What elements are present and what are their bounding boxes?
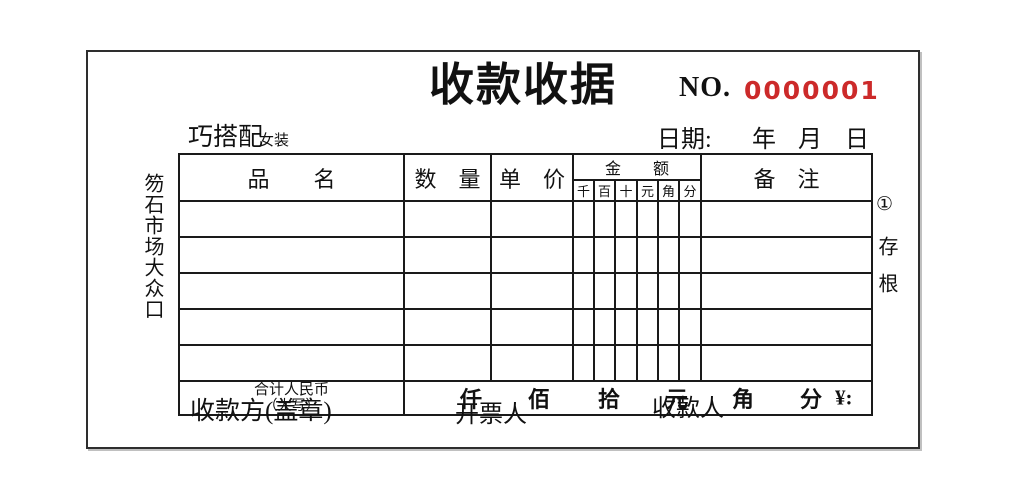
cell-amount [572,272,595,310]
cell-amount [636,308,659,346]
digit-ten: 十 [614,179,638,202]
cell-amount [593,236,616,274]
currency-symbol: ¥: [835,385,853,410]
cell-amount [593,272,616,310]
serial-no-value: 0000001 [744,76,880,105]
cell-quantity [403,272,492,310]
cell-amount [677,200,703,238]
table-row [178,308,874,346]
table-row [178,272,874,310]
digit-hundred: 百 [593,179,616,202]
header-product-name: 品 名 [178,153,405,202]
cell-amount [572,200,595,238]
payee-seal-label: 收款方(盖章) [190,398,332,425]
unit-bai: 佰 [528,387,551,412]
cell-remarks [700,200,874,238]
date-day-label: 日 [845,127,869,153]
table-row [178,344,874,382]
cell-amount [657,200,680,238]
unit-shi: 拾 [598,387,621,412]
cell-remarks [700,344,874,382]
cell-unit-price [490,236,574,274]
table-header-row: 品 名 数 量 单 价 金 额 备 注 [178,153,874,202]
cell-product-name [178,344,405,382]
unit-jiao: 角 [732,387,755,412]
table-row [178,236,874,274]
cell-amount [677,272,703,310]
cell-amount [593,344,616,382]
cell-amount [657,272,680,310]
cell-amount [572,344,595,382]
receipt-table: 品 名 数 量 单 价 金 额 备 注 千 百 十 元 角 分 [178,153,874,416]
header-quantity: 数 量 [403,153,492,202]
header-remarks: 备 注 [700,153,874,202]
cell-quantity [403,344,492,382]
cell-quantity [403,236,492,274]
cell-amount [636,272,659,310]
header-unit-price: 单 价 [490,153,574,202]
cell-unit-price [490,272,574,310]
store-name: 巧搭配 [188,124,264,151]
cell-quantity [403,308,492,346]
cell-amount [593,200,616,238]
digit-jiao: 角 [657,179,680,202]
store-subtitle: 女装 [259,133,290,149]
cell-amount [593,308,616,346]
cell-remarks [700,308,874,346]
total-rmb-label-line1: 合计人民币 [253,382,329,399]
cell-amount [636,200,659,238]
cell-amount [614,308,638,346]
cell-amount [677,344,703,382]
cell-remarks [700,272,874,310]
issuer-label: 开票人 [455,402,527,428]
digit-fen: 分 [677,179,703,202]
cell-product-name [178,236,405,274]
cell-amount [657,344,680,382]
cell-product-name [178,308,405,346]
date-year-label: 年 [752,127,776,153]
total-amount-cell: 仟 佰 拾 元 角 分 ¥: [402,380,874,416]
unit-qian: 仟 [460,387,483,412]
cell-product-name [178,200,405,238]
cell-product-name [178,272,405,310]
cell-amount [636,344,659,382]
copy-number-mark: ① [876,194,894,215]
date-label: 日期: [657,127,712,153]
cell-amount [614,344,638,382]
cell-quantity [403,200,492,238]
digit-thousand: 千 [572,179,595,202]
cell-amount [657,236,680,274]
cell-amount [614,272,638,310]
cell-amount [657,308,680,346]
serial-no-label: NO. [679,72,731,103]
market-vertical-text: 笏石市场大众口 [141,173,163,320]
unit-fen: 分 [800,387,823,412]
summary-row: 合计人民币 （大写） 仟 佰 拾 元 角 分 ¥: [178,380,874,416]
cell-unit-price [490,200,574,238]
total-rmb-label-line2: （大写） [263,398,320,414]
header-amount: 金 额 [571,153,703,181]
receiver-label: 收款人 [652,396,724,422]
total-rmb-label: 合计人民币 （大写） [178,380,405,416]
cell-amount [677,236,703,274]
cell-amount [677,308,703,346]
stub-vertical-label: 存根 [875,236,897,310]
receipt-title: 收款收据 [428,60,617,110]
amount-digit-header-row: 千 百 十 元 角 分 [179,179,872,202]
digit-yuan: 元 [636,179,659,202]
cell-amount [614,236,638,274]
date-month-label: 月 [798,127,822,153]
cell-amount [572,308,595,346]
table-row [178,200,874,238]
cell-remarks [700,236,874,274]
cell-amount [572,236,595,274]
unit-yuan: 元 [666,387,689,412]
cell-amount [636,236,659,274]
cell-unit-price [490,308,574,346]
cell-unit-price [490,344,574,382]
cell-amount [614,200,638,238]
